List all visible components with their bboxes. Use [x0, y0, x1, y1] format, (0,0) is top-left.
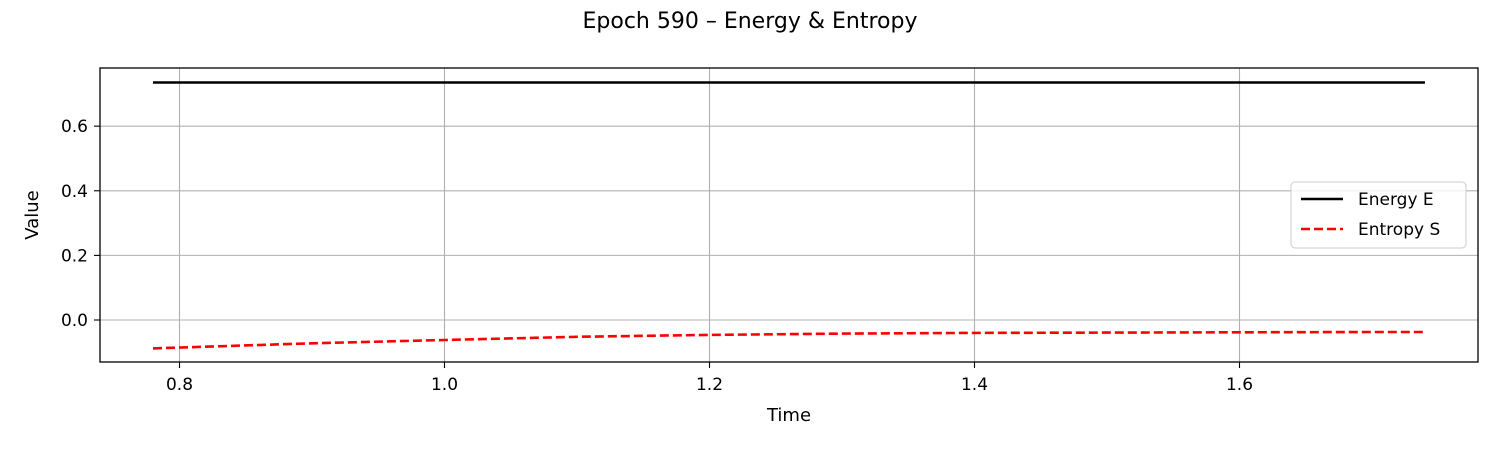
x-tick-label: 1.0	[431, 375, 458, 395]
legend-label: Entropy S	[1358, 220, 1440, 240]
axis-ticks: 0.8 1.0 1.2 1.4 1.6 0.0 0.2 0.4 0.6	[61, 117, 1253, 395]
y-tick-label: 0.4	[61, 182, 88, 202]
y-tick-label: 0.2	[61, 246, 88, 266]
y-tick-label: 0.0	[61, 311, 88, 331]
legend: Energy E Entropy S	[1290, 181, 1467, 249]
series-lines	[152, 81, 1425, 350]
chart-title: Epoch 590 – Energy & Entropy	[583, 9, 918, 34]
x-tick-label: 1.6	[1226, 375, 1253, 395]
legend-label: Energy E	[1358, 190, 1434, 210]
x-tick-label: 1.2	[696, 375, 723, 395]
grid-lines	[100, 68, 1478, 362]
x-tick-label: 1.4	[961, 375, 988, 395]
x-tick-label: 0.8	[166, 375, 193, 395]
y-tick-label: 0.6	[61, 117, 88, 137]
series-line-entropy-s	[152, 330, 1425, 350]
y-axis-label: Value	[22, 190, 43, 239]
plot-frame	[99, 67, 1479, 363]
x-axis-label: Time	[766, 405, 811, 426]
